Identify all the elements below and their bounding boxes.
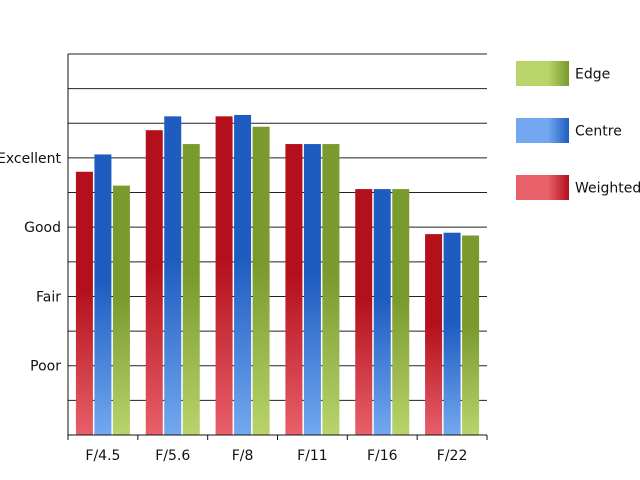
legend-swatch-weighted xyxy=(516,175,569,200)
x-tick-label: F/22 xyxy=(437,448,468,464)
bar-weighted-f8 xyxy=(215,116,233,435)
bar-centre-f45 xyxy=(94,154,112,436)
x-tick-label: F/4.5 xyxy=(85,448,120,464)
bar-centre-f11 xyxy=(303,144,321,435)
gridlines xyxy=(68,53,487,401)
y-tick-labels: Poor Fair Good Excellent xyxy=(0,151,62,375)
bar-edge-f16 xyxy=(392,189,410,435)
bar-centre-f16 xyxy=(373,189,391,435)
y-tick-label: Good xyxy=(24,220,61,236)
axes xyxy=(67,54,488,440)
bar-centre-f22 xyxy=(443,232,461,435)
legend-swatch-edge xyxy=(516,61,569,86)
bar-edge-f22 xyxy=(462,235,480,435)
bar-edge-f56 xyxy=(182,144,200,435)
bars xyxy=(75,114,480,436)
legend: Edge Centre Weighted xyxy=(516,61,640,200)
y-tick-label: Fair xyxy=(36,289,61,305)
bar-weighted-f22 xyxy=(425,234,443,435)
x-tick-label: F/8 xyxy=(232,448,254,464)
x-tick-label: F/5.6 xyxy=(155,448,190,464)
legend-label-centre: Centre xyxy=(575,124,622,140)
x-tick-labels: F/4.5 F/5.6 F/8 F/11 F/16 F/22 xyxy=(85,448,467,464)
legend-label-weighted: Weighted xyxy=(575,181,640,197)
bar-edge-f45 xyxy=(112,185,130,435)
bar-centre-f8 xyxy=(234,114,252,436)
y-tick-label: Poor xyxy=(30,359,61,375)
bar-weighted-f45 xyxy=(75,171,93,435)
bar-edge-f11 xyxy=(322,144,340,435)
bar-weighted-f11 xyxy=(285,144,303,435)
bar-centre-f56 xyxy=(164,116,182,435)
bar-weighted-f16 xyxy=(355,189,373,435)
x-tick-label: F/11 xyxy=(297,448,328,464)
legend-swatch-centre xyxy=(516,118,569,143)
x-tick-label: F/16 xyxy=(367,448,398,464)
legend-label-edge: Edge xyxy=(575,67,610,83)
y-tick-label: Excellent xyxy=(0,151,62,167)
bar-edge-f8 xyxy=(252,126,270,436)
bar-weighted-f56 xyxy=(145,130,163,435)
